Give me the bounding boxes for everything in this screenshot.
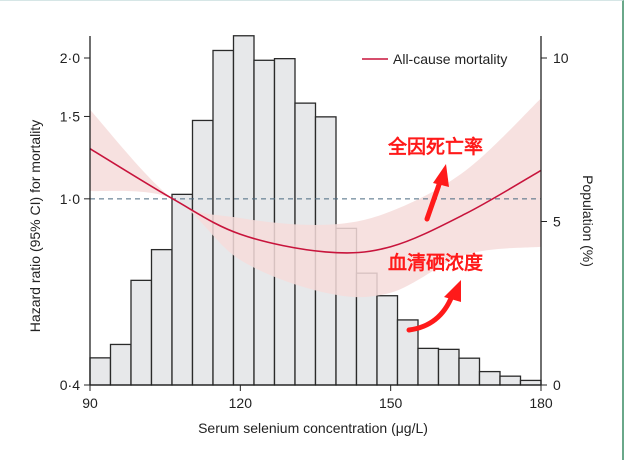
- histogram-bar: [89, 357, 112, 386]
- y-right-tick-label: 0: [553, 377, 561, 393]
- histogram-bar: [417, 347, 440, 386]
- histogram-bar: [499, 375, 522, 386]
- annotation-arrow-up: [424, 164, 449, 222]
- y-left-tick-label: 1·5: [60, 108, 80, 124]
- x-axis-label: Serum selenium concentration (μg/L): [198, 420, 428, 436]
- histogram-bar: [150, 248, 173, 386]
- ci-band: [90, 98, 541, 298]
- y-right-tick-label: 5: [553, 214, 561, 230]
- axes: 90 120 150 180 0·4 1·0 1·5 2·0 0 5 10: [60, 36, 569, 411]
- y-left-tick-label: 0·4: [60, 377, 80, 393]
- annotation-arrow-curved: [406, 280, 461, 333]
- y-right-tick-label: 10: [553, 50, 569, 66]
- histogram-bar: [273, 58, 296, 386]
- histogram-bar: [232, 35, 255, 386]
- x-tick-label: 90: [82, 395, 98, 411]
- hr-curve: [89, 147, 542, 254]
- histogram-bar: [478, 370, 501, 386]
- x-tick-label: 180: [529, 395, 553, 411]
- y-right-axis-label: Population (%): [580, 175, 596, 267]
- annotation-selenium: 血清硒浓度: [388, 251, 484, 274]
- histogram-bar: [130, 279, 153, 386]
- histogram-bar: [376, 295, 399, 386]
- histogram-bar: [191, 119, 214, 386]
- legend-label: All-cause mortality: [393, 51, 507, 67]
- legend: All-cause mortality: [362, 51, 507, 67]
- histogram-bar: [519, 379, 542, 386]
- histogram-bar: [437, 348, 460, 386]
- x-tick-label: 150: [379, 395, 403, 411]
- y-left-axis-label: Hazard ratio (95% CI) for mortality: [27, 120, 43, 332]
- x-tick-label: 120: [229, 395, 253, 411]
- histogram-bar: [171, 193, 194, 386]
- histogram-bar: [458, 357, 481, 386]
- annotation-mortality: 全因死亡率: [387, 135, 483, 158]
- y-left-tick-label: 1·0: [60, 191, 80, 207]
- histogram-bar: [109, 343, 132, 386]
- y-left-tick-label: 2·0: [60, 50, 80, 66]
